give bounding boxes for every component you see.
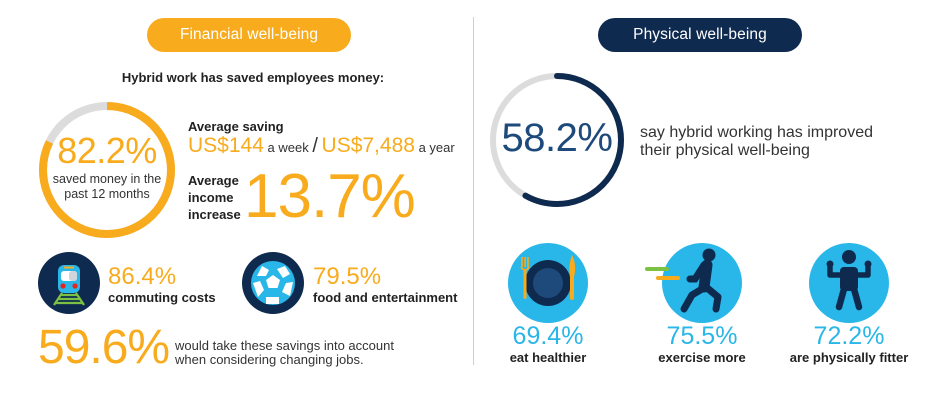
- physical-improved-text: say hybrid working has improved their ph…: [640, 124, 873, 160]
- commuting-percent: 86.4%: [108, 263, 177, 290]
- text-line: their physical well-being: [640, 142, 810, 159]
- food-entertainment-percent: 79.5%: [313, 263, 382, 290]
- text-line: when considering changing jobs.: [175, 352, 364, 367]
- train-icon: [38, 252, 100, 314]
- food-entertainment-label: food and entertainment: [313, 290, 458, 305]
- physically-fitter-label: are physically fitter: [789, 350, 909, 365]
- saved-money-percent: 82.2%: [57, 130, 157, 171]
- physically-fitter-percent: 72.2%: [813, 322, 885, 350]
- commuting-label: commuting costs: [108, 290, 216, 305]
- physical-improved-ring: [490, 73, 624, 207]
- income-increase-percent: 13.7%: [244, 162, 416, 231]
- average-saving-label: Average saving: [188, 119, 284, 134]
- financial-wellbeing-header: Financial well-being: [147, 18, 351, 52]
- caption-line: past 12 months: [64, 187, 150, 201]
- plate-cutlery-icon: [508, 243, 588, 323]
- separator: /: [312, 135, 318, 157]
- average-saving-values: US$144 a week / US$7,488 a year: [188, 134, 455, 158]
- physically-fitter-stat: 72.2% are physically fitter: [779, 322, 919, 365]
- text-line: would take these savings into account: [175, 338, 394, 353]
- label-line: increase: [188, 207, 241, 222]
- exercise-more-stat: 75.5% exercise more: [632, 322, 772, 365]
- income-increase-label: Average income increase: [188, 172, 241, 223]
- weekly-unit: a week: [267, 140, 309, 155]
- physical-wellbeing-header: Physical well-being: [598, 18, 802, 52]
- eat-healthier-label: eat healthier: [509, 350, 587, 365]
- exercise-more-label: exercise more: [658, 350, 746, 365]
- saved-money-ring: [39, 102, 175, 238]
- commuting-stat: 86.4% commuting costs: [108, 263, 216, 306]
- financial-subtitle: Hybrid work has saved employees money:: [121, 70, 385, 85]
- yearly-unit: a year: [418, 140, 455, 155]
- eat-healthier-stat: 69.4% eat healthier: [478, 322, 618, 365]
- section-divider: [473, 17, 474, 365]
- exercise-more-percent: 75.5%: [666, 322, 738, 350]
- soccer-ball-icon: [242, 252, 304, 314]
- weightlifter-icon: [809, 243, 889, 323]
- physical-improved-percent: 58.2%: [501, 116, 613, 160]
- runner-icon: [662, 243, 742, 323]
- label-line: Average: [188, 173, 239, 188]
- yearly-amount: US$7,488: [321, 134, 415, 157]
- job-change-text: would take these savings into account wh…: [175, 339, 394, 367]
- job-change-percent: 59.6%: [38, 321, 170, 374]
- eat-healthier-percent: 69.4%: [512, 322, 584, 350]
- label-line: income: [188, 190, 234, 205]
- weekly-amount: US$144: [188, 134, 264, 157]
- text-line: say hybrid working has improved: [640, 124, 873, 141]
- caption-line: saved money in the: [52, 172, 162, 186]
- speed-lines: [645, 267, 685, 281]
- food-entertainment-stat: 79.5% food and entertainment: [313, 263, 458, 306]
- saved-money-caption: saved money in the past 12 months: [47, 172, 167, 202]
